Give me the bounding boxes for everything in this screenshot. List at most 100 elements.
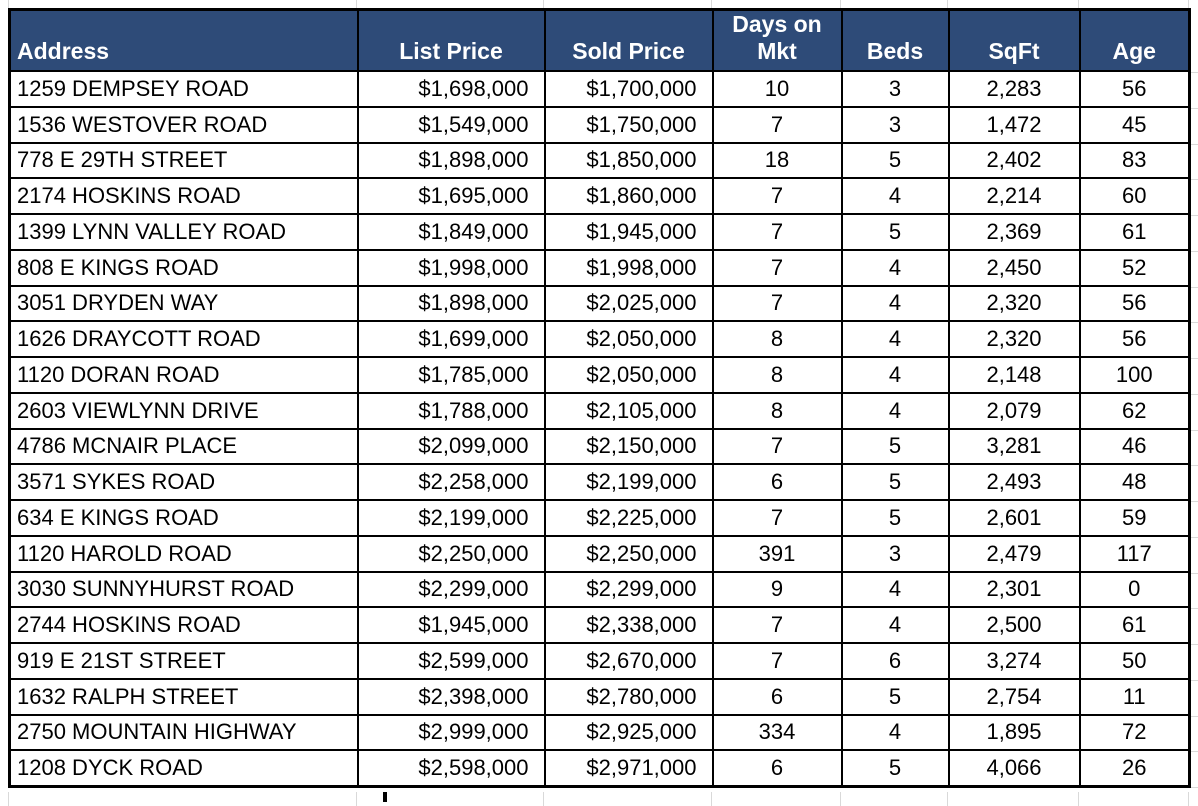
cell-sold-price[interactable]: $2,050,000 [543,356,714,394]
cell-days-on-mkt[interactable]: 18 [711,141,843,180]
cell-list-price[interactable]: $1,849,000 [356,213,546,251]
cell-beds[interactable]: 4 [840,713,950,752]
cell-days-on-mkt[interactable]: 7 [711,499,843,537]
cell-sqft[interactable]: 2,479 [947,534,1081,573]
cell-list-price[interactable]: $1,898,000 [356,141,546,180]
cell-sold-price[interactable]: $2,780,000 [543,677,714,716]
cell-sold-price[interactable]: $2,299,000 [543,570,714,609]
cell-age[interactable]: 117 [1078,534,1191,573]
cell-sold-price[interactable]: $2,925,000 [543,713,714,752]
cell-sqft[interactable]: 2,450 [947,248,1081,287]
cell-days-on-mkt[interactable]: 9 [711,570,843,609]
cell-list-price[interactable]: $2,258,000 [356,463,546,501]
cell-age[interactable]: 45 [1078,105,1191,144]
cell-list-price[interactable]: $2,398,000 [356,677,546,716]
cell-sold-price[interactable]: $2,150,000 [543,427,714,466]
cell-age[interactable]: 60 [1078,177,1191,215]
cell-sqft[interactable]: 2,283 [947,70,1081,108]
cell-beds[interactable]: 5 [840,463,950,501]
cell-sold-price[interactable]: $2,025,000 [543,284,714,323]
cell-sqft[interactable]: 2,079 [947,391,1081,430]
cell-address[interactable]: 3571 SYKES ROAD [8,463,359,501]
cell-age[interactable]: 62 [1078,391,1191,430]
column-header-list-price[interactable]: List Price [356,8,546,72]
cell-beds[interactable]: 5 [840,213,950,251]
cell-address[interactable]: 3051 DRYDEN WAY [8,284,359,323]
cell-beds[interactable]: 4 [840,570,950,609]
cell-days-on-mkt[interactable]: 7 [711,105,843,144]
cell-beds[interactable]: 4 [840,177,950,215]
cell-age[interactable]: 56 [1078,320,1191,358]
cell-list-price[interactable]: $2,299,000 [356,570,546,609]
cell-address[interactable]: 2750 MOUNTAIN HIGHWAY [8,713,359,752]
cell-days-on-mkt[interactable]: 391 [711,534,843,573]
cell-address[interactable]: 4786 MCNAIR PLACE [8,427,359,466]
cell-beds[interactable]: 4 [840,606,950,644]
cell-sqft[interactable]: 1,895 [947,713,1081,752]
cell-age[interactable]: 46 [1078,427,1191,466]
cell-beds[interactable]: 4 [840,356,950,394]
cell-sqft[interactable]: 2,601 [947,499,1081,537]
cell-sqft[interactable]: 2,493 [947,463,1081,501]
cell-days-on-mkt[interactable]: 8 [711,391,843,430]
cell-sqft[interactable]: 2,754 [947,677,1081,716]
cell-address[interactable]: 1120 DORAN ROAD [8,356,359,394]
cell-age[interactable]: 50 [1078,642,1191,680]
cell-sold-price[interactable]: $1,860,000 [543,177,714,215]
cell-days-on-mkt[interactable]: 6 [711,749,843,787]
cell-beds[interactable]: 4 [840,284,950,323]
cell-list-price[interactable]: $2,598,000 [356,749,546,787]
cell-age[interactable]: 59 [1078,499,1191,537]
cell-age[interactable]: 72 [1078,713,1191,752]
column-header-address[interactable]: Address [8,8,359,72]
cell-list-price[interactable]: $2,999,000 [356,713,546,752]
cell-beds[interactable]: 4 [840,320,950,358]
cell-sold-price[interactable]: $1,750,000 [543,105,714,144]
cell-address[interactable]: 2174 HOSKINS ROAD [8,177,359,215]
column-header-age[interactable]: Age [1078,8,1191,72]
cell-age[interactable]: 56 [1078,70,1191,108]
cell-age[interactable]: 11 [1078,677,1191,716]
cell-address[interactable]: 1536 WESTOVER ROAD [8,105,359,144]
cell-days-on-mkt[interactable]: 7 [711,213,843,251]
cell-sold-price[interactable]: $2,225,000 [543,499,714,537]
cell-address[interactable]: 1208 DYCK ROAD [8,749,359,787]
cell-sqft[interactable]: 2,500 [947,606,1081,644]
cell-days-on-mkt[interactable]: 334 [711,713,843,752]
cell-list-price[interactable]: $2,250,000 [356,534,546,573]
cell-days-on-mkt[interactable]: 10 [711,70,843,108]
cell-address[interactable]: 1632 RALPH STREET [8,677,359,716]
cell-age[interactable]: 56 [1078,284,1191,323]
cell-address[interactable]: 3030 SUNNYHURST ROAD [8,570,359,609]
cell-days-on-mkt[interactable]: 6 [711,463,843,501]
cell-address[interactable]: 1120 HAROLD ROAD [8,534,359,573]
cell-days-on-mkt[interactable]: 7 [711,284,843,323]
cell-sold-price[interactable]: $1,700,000 [543,70,714,108]
cell-age[interactable]: 0 [1078,570,1191,609]
cell-sold-price[interactable]: $2,105,000 [543,391,714,430]
cell-days-on-mkt[interactable]: 8 [711,320,843,358]
cell-sqft[interactable]: 2,320 [947,284,1081,323]
cell-age[interactable]: 26 [1078,749,1191,787]
cell-days-on-mkt[interactable]: 7 [711,606,843,644]
cell-days-on-mkt[interactable]: 7 [711,177,843,215]
cell-list-price[interactable]: $1,945,000 [356,606,546,644]
cell-beds[interactable]: 5 [840,499,950,537]
cell-list-price[interactable]: $1,549,000 [356,105,546,144]
column-header-beds[interactable]: Beds [840,8,950,72]
cell-sqft[interactable]: 3,274 [947,642,1081,680]
cell-beds[interactable]: 5 [840,141,950,180]
cell-address[interactable]: 2744 HOSKINS ROAD [8,606,359,644]
cell-sqft[interactable]: 2,148 [947,356,1081,394]
cell-beds[interactable]: 3 [840,105,950,144]
cell-address[interactable]: 634 E KINGS ROAD [8,499,359,537]
cell-days-on-mkt[interactable]: 7 [711,427,843,466]
cell-beds[interactable]: 3 [840,534,950,573]
cell-beds[interactable]: 4 [840,391,950,430]
cell-days-on-mkt[interactable]: 7 [711,642,843,680]
cell-age[interactable]: 61 [1078,606,1191,644]
cell-address[interactable]: 1399 LYNN VALLEY ROAD [8,213,359,251]
cell-address[interactable]: 2603 VIEWLYNN DRIVE [8,391,359,430]
cell-list-price[interactable]: $1,695,000 [356,177,546,215]
cell-list-price[interactable]: $2,099,000 [356,427,546,466]
